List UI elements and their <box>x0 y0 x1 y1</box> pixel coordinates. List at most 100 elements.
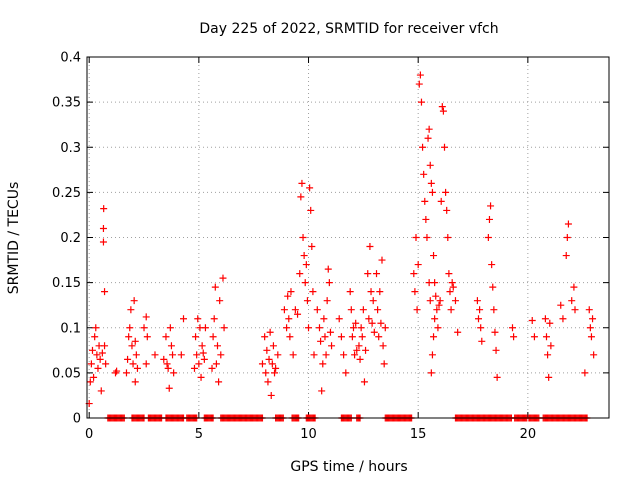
x-tick-label: 0 <box>85 427 93 442</box>
data-point <box>427 179 435 187</box>
data-point <box>287 288 295 296</box>
data-point <box>356 355 364 363</box>
data-point <box>126 324 134 332</box>
data-point <box>99 238 107 246</box>
data-point <box>286 333 294 341</box>
data-point <box>308 243 316 251</box>
data-point <box>133 364 141 372</box>
data-point <box>559 315 567 323</box>
data-point <box>377 319 385 327</box>
data-point <box>432 292 440 300</box>
data-point <box>263 346 271 354</box>
data-point <box>200 355 208 363</box>
data-point <box>160 355 168 363</box>
data-point <box>264 378 272 386</box>
data-point <box>376 288 384 296</box>
data-point <box>563 234 571 241</box>
data-point <box>129 360 137 368</box>
x-tick-label: 10 <box>300 427 317 442</box>
data-point <box>303 297 311 305</box>
data-point <box>268 360 276 368</box>
data-point <box>378 256 386 264</box>
data-point <box>197 373 205 381</box>
data-point <box>269 342 277 350</box>
data-point <box>571 306 579 314</box>
ticks: 0 0.05 0.1 0.15 0.2 0.25 0.3 0.35 0.4 0 5 10 15 20 <box>52 51 609 442</box>
data-point <box>272 364 280 372</box>
y-tick-label: 0.25 <box>52 186 81 201</box>
data-point <box>271 369 279 377</box>
data-point <box>140 324 148 332</box>
data-point <box>367 288 375 296</box>
data-point <box>449 283 457 291</box>
data-point <box>131 378 139 386</box>
data-point <box>151 351 159 359</box>
data-point <box>365 315 373 323</box>
data-point <box>381 324 389 332</box>
data-point <box>557 301 565 309</box>
data-point <box>353 346 361 354</box>
y-tick-label: 0.4 <box>60 51 81 66</box>
data-point <box>274 351 282 359</box>
data-point <box>208 364 216 372</box>
data-point <box>368 319 376 327</box>
data-point <box>122 369 130 377</box>
data-point <box>510 333 518 341</box>
data-point <box>489 283 497 291</box>
data-point <box>128 342 136 350</box>
data-point <box>297 193 305 201</box>
data-point <box>142 360 150 368</box>
data-point <box>321 333 329 341</box>
data-point <box>420 170 428 178</box>
data-point <box>328 342 336 350</box>
data-point <box>199 349 207 357</box>
data-point <box>309 288 317 296</box>
data-point <box>96 355 104 363</box>
data-point <box>198 342 206 350</box>
data-point <box>433 306 441 314</box>
chart-title: Day 225 of 2022, SRMTID for receiver vfc… <box>199 21 498 37</box>
data-point <box>262 369 270 377</box>
data-point <box>212 360 220 368</box>
data-point <box>125 333 133 341</box>
data-point <box>166 324 174 332</box>
data-point <box>352 319 360 327</box>
data-point <box>164 364 172 372</box>
data-point <box>358 333 366 341</box>
data-point <box>298 179 306 187</box>
y-tick-label: 0.2 <box>60 231 81 246</box>
data-point <box>439 107 447 115</box>
data-point <box>441 143 449 151</box>
data-point <box>445 270 453 278</box>
data-point <box>442 188 450 196</box>
y-tick-label: 0 <box>73 412 81 427</box>
data-point <box>346 288 354 296</box>
data-point <box>323 297 331 305</box>
data-point <box>210 315 218 323</box>
data-point <box>589 315 597 323</box>
data-point <box>415 80 423 88</box>
data-point <box>291 306 299 314</box>
data-point <box>424 134 432 142</box>
x-axis-label: GPS time / hours <box>290 459 407 475</box>
data-point <box>410 270 418 278</box>
data-point <box>427 369 435 377</box>
data-point <box>337 333 345 341</box>
data-point <box>428 351 436 359</box>
y-tick-label: 0.05 <box>52 366 81 381</box>
data-point <box>318 387 326 395</box>
data-point <box>545 373 553 381</box>
data-point <box>587 333 595 341</box>
data-point <box>362 346 370 354</box>
data-point <box>370 328 378 336</box>
data-point <box>143 333 151 341</box>
data-point <box>419 143 427 151</box>
data-point <box>320 315 328 323</box>
data-point <box>375 333 383 341</box>
data-point <box>414 261 422 269</box>
data-point <box>194 315 202 323</box>
data-point <box>142 313 150 321</box>
data-point <box>417 98 425 106</box>
data-point <box>454 328 462 336</box>
